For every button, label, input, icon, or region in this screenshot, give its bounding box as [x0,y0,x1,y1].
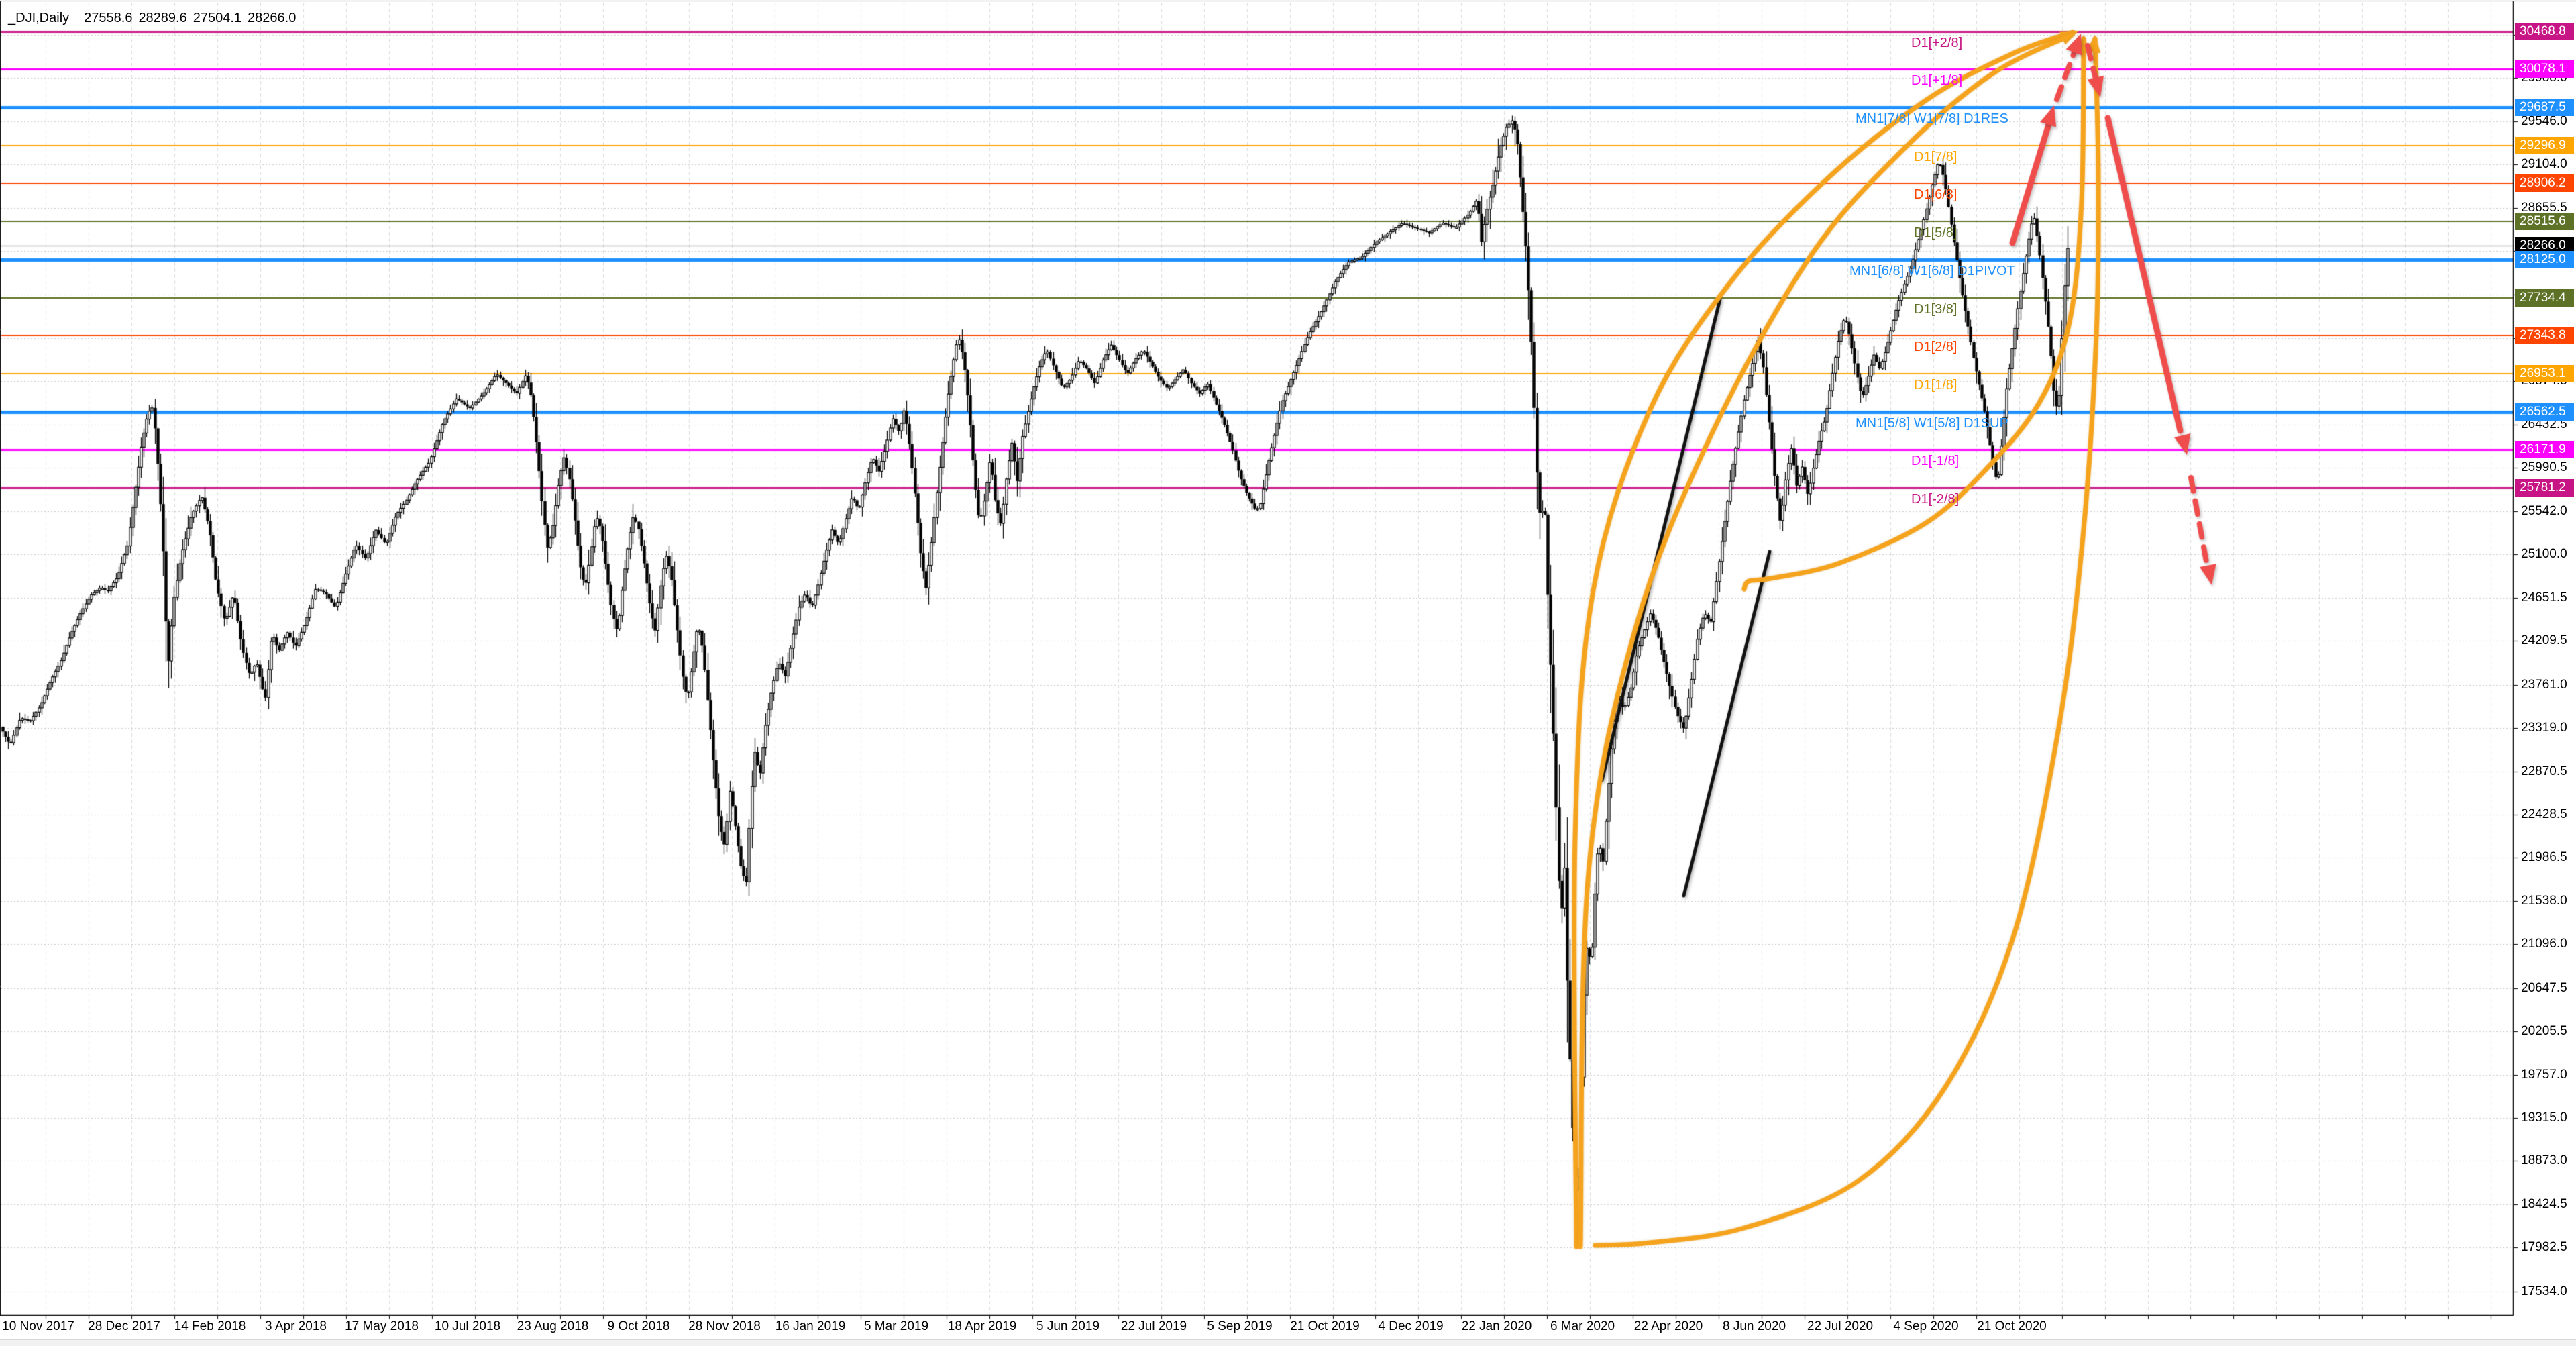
bottom-edge-strip [0,1339,2576,1346]
level-label-d1-2-8-: D1[-2/8] [1911,492,1960,507]
time-tick-label: 10 Nov 2017 [2,1319,74,1333]
price-tick-label: 28655.5 [2521,200,2567,215]
ohlc-open-value: 27558.6 [84,11,133,25]
price-tick-label: 22428.5 [2521,807,2567,821]
symbol-period-label: _DJI,Daily [8,11,70,25]
time-tick-label: 22 Jul 2019 [1120,1319,1187,1333]
price-tick-label: 19757.0 [2521,1067,2567,1082]
time-tick-label: 22 Apr 2020 [1633,1319,1703,1333]
price-tick-label: 20647.5 [2521,980,2567,995]
price-tick-label: 25990.5 [2521,460,2567,474]
time-tick-label: 16 Jan 2019 [775,1319,846,1333]
level-price-badge: 29687.5 [2515,99,2574,117]
price-tick-label: 22870.5 [2521,764,2567,778]
ohlc-low-value: 27504.1 [193,11,242,25]
level-price-badge: 27734.4 [2515,289,2574,307]
level-label-mn1-5-8-w1-5-8-d1sup: MN1[5/8] W1[5/8] D1SUP [1856,415,2008,431]
price-tick-label: 18424.5 [2521,1197,2567,1212]
level-label-d1-7-8-: D1[7/8] [1914,149,1957,164]
price-tick-label: 25100.0 [2521,547,2567,562]
level-label-d1-1-8-: D1[+1/8] [1911,73,1963,89]
time-tick-label: 21 Oct 2020 [1977,1319,2047,1333]
time-tick-label: 22 Jan 2020 [1461,1319,1532,1333]
level-label-d1-1-8-: D1[-1/8] [1911,454,1960,469]
time-tick-label: 22 Jul 2020 [1807,1319,1874,1333]
time-tick-label: 14 Feb 2018 [174,1319,246,1333]
level-price-badge: 28125.0 [2515,250,2574,268]
ohlc-high-value: 28289.6 [138,11,187,25]
level-label-mn1-7-8-w1-7-8-d1res: MN1[7/8] W1[7/8] D1RES [1856,111,2008,127]
chart-title-ohlc: _DJI,Daily 27558.6 28289.6 27504.1 28266.0 [8,11,302,26]
time-tick-label: 17 May 2018 [345,1319,419,1333]
level-label-mn1-6-8-w1-6-8-d1pivot: MN1[6/8] W1[6/8] D1PIVOT [1849,263,2015,278]
price-tick-label: 17982.5 [2521,1240,2567,1255]
price-tick-label: 21096.0 [2521,937,2567,951]
level-price-badge: 25781.2 [2515,479,2574,497]
time-tick-label: 28 Dec 2017 [88,1319,160,1333]
level-price-badge: 30078.1 [2515,60,2574,79]
level-price-badge: 30468.8 [2515,22,2574,40]
time-tick-label: 18 Apr 2019 [947,1319,1017,1333]
level-label-d1-6-8-: D1[6/8] [1914,187,1957,203]
time-tick-label: 9 Oct 2018 [607,1319,670,1333]
price-tick-label: 29104.0 [2521,156,2567,171]
price-tick-label: 29546.0 [2521,113,2567,128]
level-label-d1-2-8-: D1[2/8] [1914,340,1957,355]
level-price-badge: 29296.9 [2515,136,2574,154]
price-tick-label: 23319.0 [2521,720,2567,735]
level-price-badge: 26171.9 [2515,441,2574,459]
price-tick-label: 21538.0 [2521,894,2567,909]
price-tick-label: 24209.5 [2521,633,2567,648]
level-label-d1-1-8-: D1[1/8] [1914,378,1957,393]
price-tick-label: 24651.5 [2521,590,2567,605]
ohlc-close-value: 28266.0 [248,11,297,25]
time-tick-label: 4 Dec 2019 [1378,1319,1444,1333]
time-tick-label: 10 Jul 2018 [434,1319,501,1333]
level-price-badge: 28906.2 [2515,174,2574,193]
level-price-badge: 26562.5 [2515,403,2574,421]
price-tick-label: 19315.0 [2521,1110,2567,1125]
time-tick-label: 21 Oct 2019 [1290,1319,1360,1333]
time-tick-label: 23 Aug 2018 [517,1319,589,1333]
time-tick-label: 5 Jun 2019 [1036,1319,1100,1333]
level-price-badge: 26953.1 [2515,365,2574,383]
price-tick-label: 23761.0 [2521,677,2567,692]
price-tick-label: 18873.0 [2521,1153,2567,1168]
time-tick-label: 3 Apr 2018 [265,1319,327,1333]
level-price-badge: 28515.6 [2515,213,2574,231]
price-tick-label: 25542.0 [2521,503,2567,518]
time-tick-label: 4 Sep 2020 [1893,1319,1959,1333]
time-tick-label: 6 Mar 2020 [1550,1319,1615,1333]
time-tick-label: 5 Sep 2019 [1207,1319,1273,1333]
level-label-d1-3-8-: D1[3/8] [1914,301,1957,317]
level-label-d1-5-8-: D1[5/8] [1914,225,1957,241]
price-tick-label: 21986.5 [2521,850,2567,865]
time-tick-label: 5 Mar 2019 [863,1319,929,1333]
price-tick-label: 17534.0 [2521,1284,2567,1298]
time-tick-label: 28 Nov 2018 [688,1319,761,1333]
time-tick-label: 8 Jun 2020 [1722,1319,1786,1333]
level-price-badge: 27343.8 [2515,327,2574,345]
level-label-d1-2-8-: D1[+2/8] [1911,35,1963,50]
price-tick-label: 26432.5 [2521,417,2567,431]
price-tick-label: 20205.5 [2521,1023,2567,1038]
